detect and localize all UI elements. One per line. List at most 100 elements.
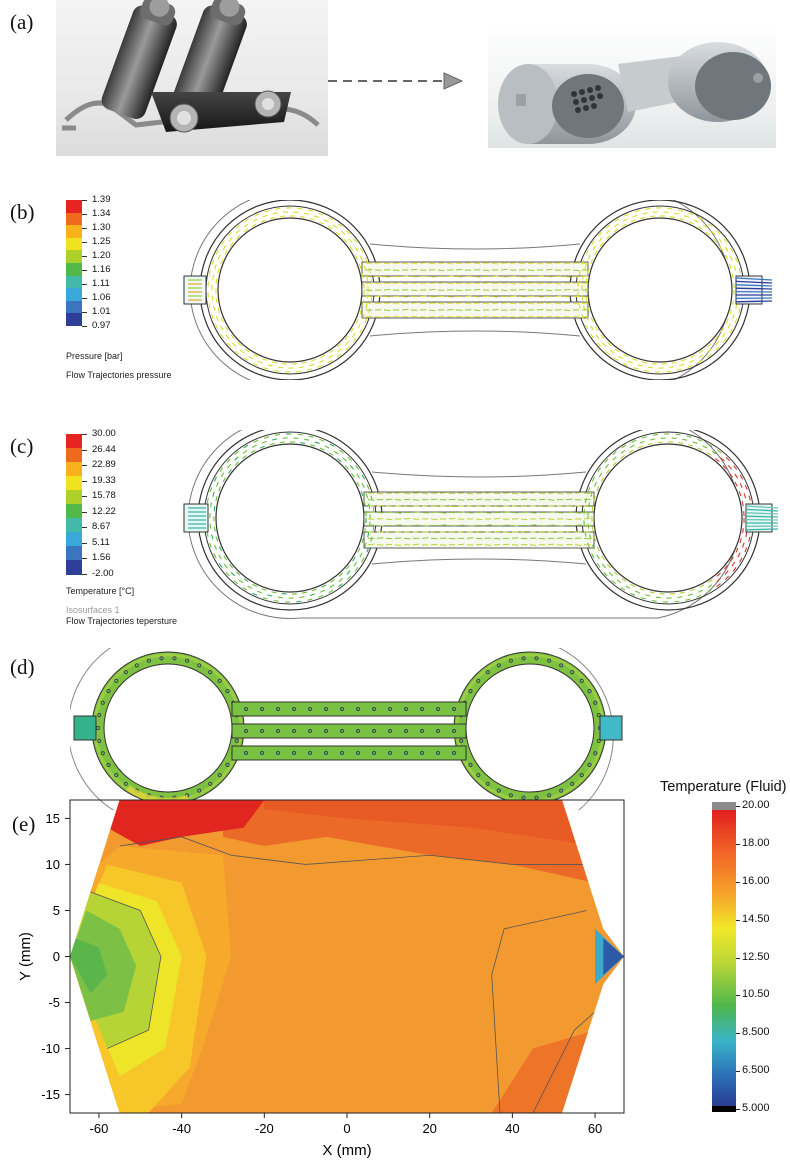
- flow-arrow: [545, 268, 553, 271]
- flow-arrow: [206, 531, 209, 537]
- flow-arrow: [403, 517, 411, 520]
- x-tick-label: 20: [422, 1121, 436, 1136]
- flow-arrow: [500, 289, 508, 292]
- flow-arrow: [421, 524, 429, 527]
- fin-hole: [308, 707, 312, 711]
- flow-arrow: [225, 572, 230, 577]
- inlet-port: [183, 275, 207, 305]
- flow-arrow: [679, 218, 685, 221]
- flow-arrow: [536, 308, 544, 311]
- y-axis-label: Y (mm): [17, 932, 34, 981]
- flow-arrow: [437, 282, 445, 284]
- flow-arrow: [604, 458, 609, 464]
- flow-arrow: [318, 212, 324, 216]
- fin-hole: [356, 707, 360, 711]
- flow-arrow: [613, 357, 619, 361]
- x-tick-label: 40: [505, 1121, 519, 1136]
- flow-arrow: [351, 473, 355, 478]
- flow-arrow: [554, 295, 562, 298]
- bridge-edge: [371, 471, 587, 478]
- outlet-port: [735, 275, 763, 305]
- fin-hole: [587, 762, 592, 767]
- flow-arrow: [727, 465, 732, 470]
- flow-arrow: [359, 552, 363, 558]
- flow-arrow: [735, 284, 773, 287]
- flow-arrow: [464, 295, 472, 298]
- flow-arrow: [688, 212, 694, 216]
- flow-arrow: [252, 218, 258, 222]
- fin-hole: [587, 689, 592, 694]
- colorbar-segment: [66, 560, 82, 575]
- flow-arrow: [475, 530, 483, 533]
- fin-hole: [436, 729, 440, 733]
- flow-arrow: [225, 334, 230, 339]
- panel-label-a: (a): [10, 10, 34, 34]
- flow-arrow: [261, 440, 267, 444]
- fin-hole: [134, 663, 139, 668]
- cross-section-diagram: [70, 648, 623, 810]
- flow-arrow: [745, 532, 748, 538]
- flow-arrow: [242, 449, 248, 454]
- colorbar-underflow: [712, 1106, 736, 1112]
- flow-arrow: [739, 483, 743, 489]
- fin-hole: [521, 656, 526, 661]
- flow-arrow: [412, 543, 420, 546]
- flow-arrow: [376, 537, 384, 539]
- colorbar-segment: [66, 288, 82, 302]
- flow-arrow: [739, 538, 742, 544]
- colorbar-tick-label: 1.11: [92, 278, 110, 289]
- flow-arrow: [711, 450, 717, 455]
- colorbar-tick: [82, 326, 87, 327]
- flow-arrow: [421, 492, 429, 495]
- flow-arrow: [327, 226, 333, 230]
- flow-arrow: [716, 577, 721, 582]
- flow-arrow: [587, 487, 591, 493]
- colorbar-segment: [66, 476, 82, 491]
- flow-arrow: [732, 313, 735, 320]
- flow-arrow: [242, 455, 247, 460]
- fin-hole: [106, 762, 111, 767]
- flow-arrow: [318, 221, 324, 225]
- flow-arrow: [338, 572, 343, 577]
- flow-arrow: [321, 584, 327, 588]
- colorbar-tick: [736, 1109, 740, 1110]
- flow-arrow: [428, 288, 436, 291]
- flow-arrow: [392, 269, 400, 272]
- flow-arrow: [697, 438, 703, 442]
- fin-hole: [159, 656, 164, 661]
- colorbar-tick: [736, 806, 740, 807]
- flow-arrow: [734, 481, 738, 487]
- flow-arrow: [247, 585, 253, 589]
- colorbar-tick-label: 1.06: [92, 292, 111, 303]
- flow-arrow: [367, 532, 370, 538]
- flow-arrow: [574, 492, 582, 494]
- contour-colorbar-title: Temperature (Fluid): [660, 779, 787, 795]
- flow-arrow: [437, 315, 445, 318]
- flow-arrow: [466, 537, 474, 539]
- fin-hole: [521, 795, 526, 800]
- flow-arrow: [702, 445, 708, 449]
- flow-arrow: [446, 296, 454, 298]
- colorbar-segment: [66, 504, 82, 519]
- flow-arrow: [410, 268, 418, 271]
- flow-arrow: [412, 499, 420, 501]
- flow-arrow: [511, 505, 519, 507]
- colorbar-tick-label: 8.500: [742, 1026, 770, 1039]
- fin-hole: [123, 670, 128, 675]
- flow-arrow: [358, 263, 362, 269]
- flow-arrow: [735, 277, 773, 281]
- flow-arrow: [363, 265, 367, 271]
- flow-arrow: [584, 497, 587, 504]
- flow-arrow: [529, 524, 537, 526]
- ring-channel-inner: [593, 443, 743, 593]
- flow-arrow: [310, 444, 316, 447]
- fin-hole: [308, 729, 312, 733]
- flow-arrow: [572, 315, 580, 318]
- flow-arrow: [421, 537, 429, 539]
- flow-arrow: [243, 223, 249, 228]
- flow-arrow: [353, 238, 358, 244]
- fin-hole: [340, 729, 344, 733]
- flow-arrow: [361, 538, 364, 544]
- part-render: [488, 24, 776, 148]
- flow-arrow: [630, 592, 636, 596]
